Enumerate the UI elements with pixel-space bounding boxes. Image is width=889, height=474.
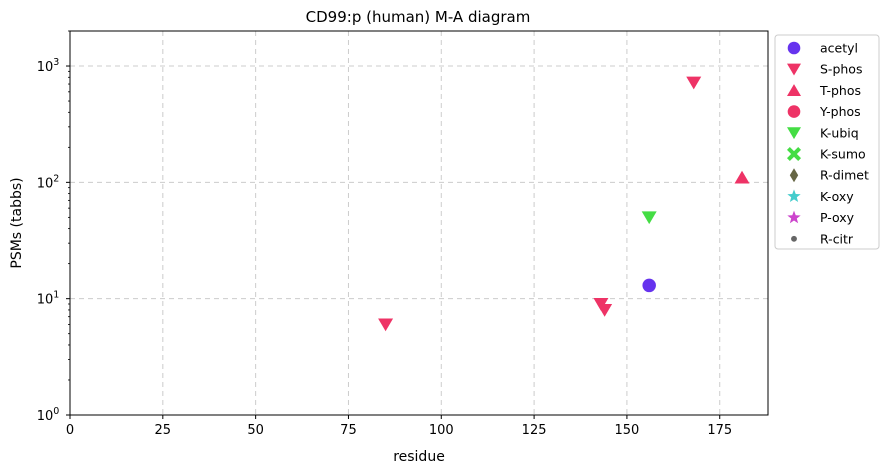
legend-marker-t-phos bbox=[787, 84, 801, 96]
legend-label-acetyl: acetyl bbox=[820, 41, 858, 56]
legend-marker-s-phos bbox=[787, 63, 801, 76]
data-point-k-ubiq bbox=[641, 211, 657, 225]
y-axis-label: PSMs (tabbs) bbox=[9, 177, 25, 268]
legend-marker-y-phos bbox=[787, 105, 801, 118]
x-tick-label: 175 bbox=[707, 423, 732, 438]
legend-label-s-phos: S-phos bbox=[820, 62, 862, 77]
legend-marker-p-oxy bbox=[787, 210, 801, 224]
legend-label-y-phos: Y-phos bbox=[819, 104, 861, 119]
data-point-s-phos bbox=[597, 303, 613, 317]
legend-box bbox=[774, 34, 880, 250]
legend-marker-k-sumo bbox=[786, 146, 802, 162]
legend-label-k-oxy: K-oxy bbox=[820, 189, 854, 204]
x-axis: 0 25 50 75 100 125 150 175 bbox=[66, 415, 732, 438]
data-points bbox=[378, 76, 750, 332]
x-tick-label: 50 bbox=[247, 423, 264, 438]
y-tick-label: 102 bbox=[37, 173, 60, 191]
legend-marker-k-sumo-stroke bbox=[786, 146, 802, 162]
x-tick-label: 0 bbox=[66, 423, 74, 438]
legend: acetyl S-phos T-phos Y-phos K-ubiq K-sumo R-di… bbox=[774, 34, 880, 250]
data-point-s-phos bbox=[378, 318, 394, 332]
data-point-s-phos bbox=[686, 76, 702, 90]
legend-label-p-oxy: P-oxy bbox=[820, 210, 855, 225]
legend-marker-k-ubiq bbox=[787, 127, 801, 140]
y-tick-label: 101 bbox=[37, 290, 60, 308]
legend-label-r-dimet: R-dimet bbox=[820, 168, 869, 183]
y-axis: 100 101 102 103 bbox=[37, 30, 70, 424]
legend-label-k-sumo: K-sumo bbox=[820, 147, 866, 162]
x-tick-label: 100 bbox=[429, 423, 454, 438]
x-axis-label: residue bbox=[393, 449, 445, 465]
plot-frame bbox=[69, 30, 769, 416]
legend-marker-k-oxy bbox=[787, 189, 801, 203]
chart-title: CD99:p (human) M-A diagram bbox=[306, 8, 531, 26]
legend-marker-r-citr bbox=[791, 235, 797, 242]
legend-label-t-phos: T-phos bbox=[819, 83, 861, 98]
legend-label-r-citr: R-citr bbox=[820, 231, 854, 246]
x-tick-label: 75 bbox=[340, 423, 357, 438]
grid bbox=[70, 31, 768, 415]
x-tick-label: 25 bbox=[155, 423, 172, 438]
x-tick-label: 125 bbox=[522, 423, 547, 438]
x-tick-label: 150 bbox=[615, 423, 640, 438]
data-point-acetyl bbox=[642, 278, 656, 293]
legend-label-k-ubiq: K-ubiq bbox=[820, 125, 859, 140]
legend-marker-acetyl bbox=[787, 41, 801, 55]
data-point-t-phos bbox=[734, 170, 750, 184]
y-tick-label: 100 bbox=[37, 406, 60, 424]
legend-marker-r-dimet bbox=[789, 168, 799, 183]
y-tick-label: 103 bbox=[37, 57, 60, 75]
